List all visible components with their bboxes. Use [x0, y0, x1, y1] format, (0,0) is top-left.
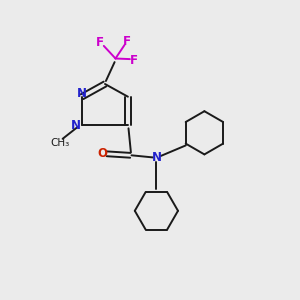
- Text: CH₃: CH₃: [50, 138, 69, 148]
- Text: N: N: [152, 151, 162, 164]
- Text: N: N: [71, 119, 81, 132]
- Text: F: F: [123, 35, 131, 49]
- Text: F: F: [96, 36, 104, 50]
- Text: O: O: [98, 147, 107, 160]
- Text: N: N: [77, 87, 87, 100]
- Text: F: F: [130, 53, 137, 67]
